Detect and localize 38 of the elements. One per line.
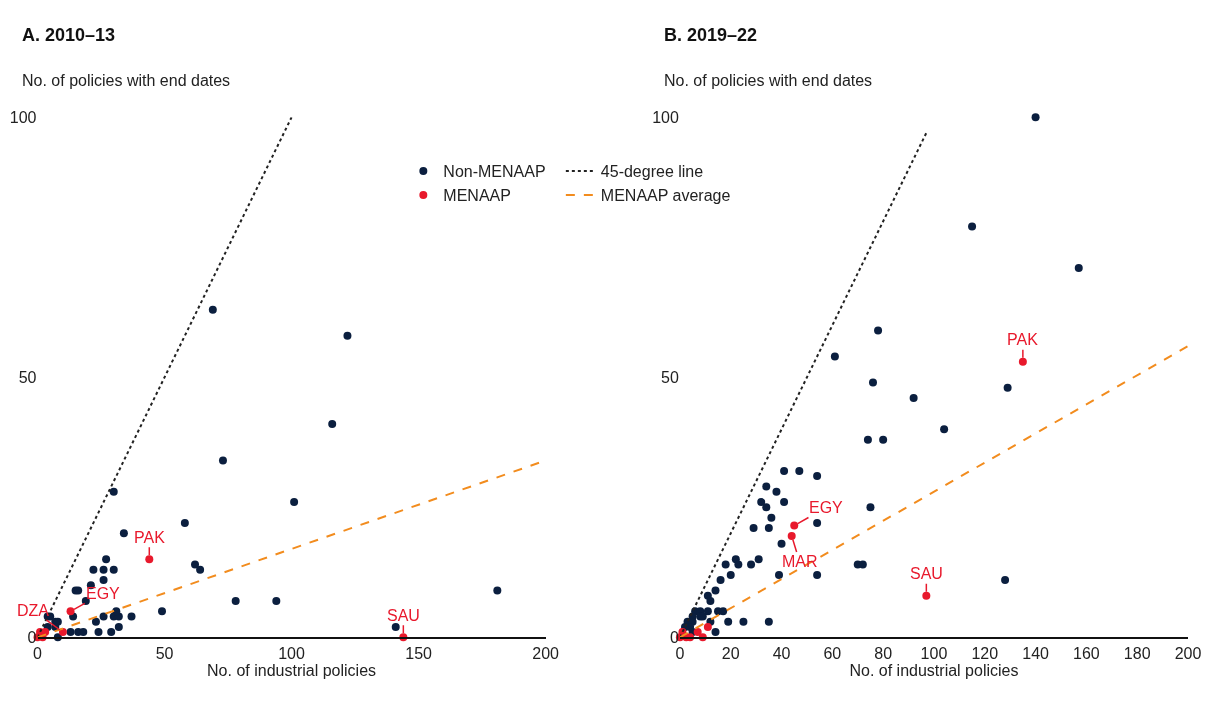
annotation: EGY — [809, 499, 844, 516]
annotation: SAU — [387, 607, 420, 624]
x-tick-label: 50 — [155, 644, 174, 662]
y-tick-label: 50 — [18, 368, 37, 386]
x-tick-label: 20 — [721, 644, 740, 662]
annotation: PAK — [134, 529, 166, 546]
y-tick-label: 0 — [670, 628, 680, 646]
x-tick-label: 200 — [1174, 644, 1202, 662]
legend-label: 45-degree line — [600, 163, 704, 181]
y-axis-title: No. of policies with end dates — [664, 72, 873, 89]
x-tick-label: 80 — [874, 644, 893, 662]
annotation: SAU — [910, 565, 943, 582]
x-tick-label: 100 — [278, 644, 306, 662]
x-tick-label: 40 — [772, 644, 791, 662]
x-tick-label: 200 — [532, 644, 560, 662]
x-axis-title: No. of industrial policies — [207, 661, 377, 679]
annotation: EGY — [86, 585, 121, 602]
chart-title: A. 2010–13 — [22, 25, 116, 45]
chart-title: B. 2019–22 — [664, 25, 758, 45]
annotation: DZA — [17, 602, 50, 619]
annotation: MAR — [782, 553, 818, 570]
y-axis-title: No. of policies with end dates — [22, 72, 231, 89]
x-tick-label: 180 — [1123, 644, 1151, 662]
annotation: PAK — [1007, 331, 1039, 348]
legend-label: MENAAP — [443, 187, 511, 205]
y-tick-label: 50 — [661, 368, 680, 386]
y-tick-label: 100 — [9, 108, 37, 126]
y-tick-label: 100 — [652, 108, 680, 126]
x-tick-label: 100 — [920, 644, 948, 662]
x-axis-title: No. of industrial policies — [849, 661, 1019, 679]
x-tick-label: 120 — [971, 644, 999, 662]
x-tick-label: 60 — [823, 644, 842, 662]
y-tick-label: 0 — [27, 628, 37, 646]
legend-label: Non-MENAAP — [443, 163, 546, 181]
legend-label: MENAAP average — [600, 187, 731, 205]
x-tick-label: 160 — [1073, 644, 1100, 662]
x-tick-label: 140 — [1022, 644, 1050, 662]
x-tick-label: 150 — [405, 644, 433, 662]
